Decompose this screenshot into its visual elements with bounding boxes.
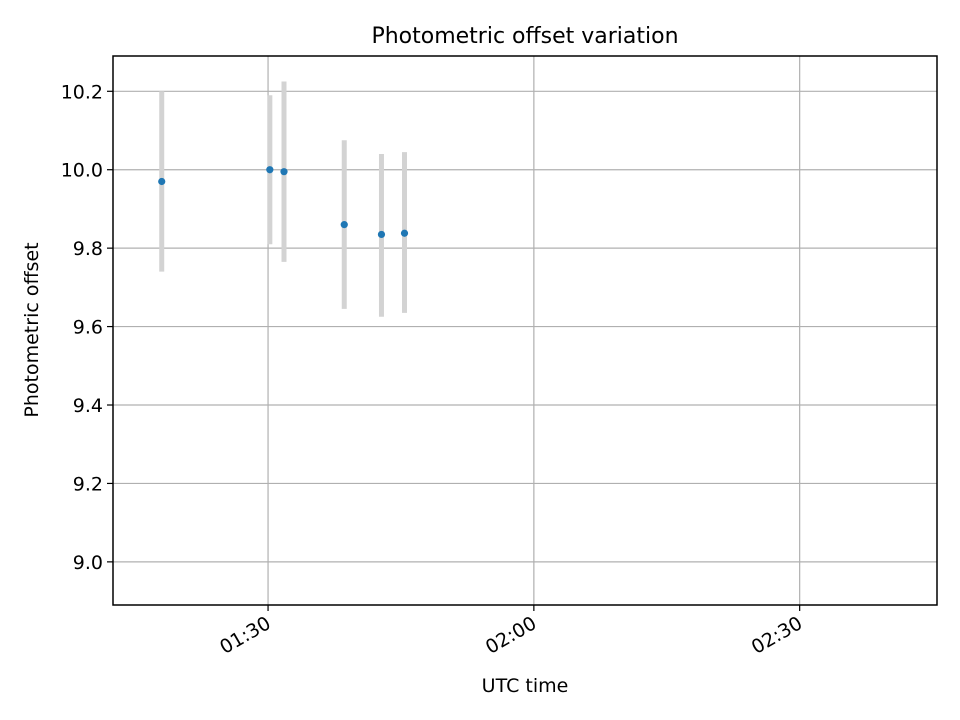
data-point [280,168,287,175]
y-tick-label: 9.2 [73,473,103,495]
y-tick-label: 10.2 [61,81,103,103]
y-tick-label: 9.0 [73,552,103,574]
y-tick-label: 10.0 [61,160,103,182]
data-point [266,166,273,173]
y-tick-label: 9.4 [73,395,103,417]
data-point [341,221,348,228]
figure-background [0,0,960,720]
y-axis-label: Photometric offset [21,242,43,417]
chart-title: Photometric offset variation [371,24,678,49]
x-axis-label: UTC time [482,675,569,697]
y-tick-label: 9.6 [73,317,103,339]
chart: 01:3002:0002:3003:0003:3004:00 9.09.29.4… [0,0,960,720]
data-point [158,178,165,185]
data-point [401,230,408,237]
y-tick-label: 9.8 [73,238,103,260]
data-point [378,231,385,238]
